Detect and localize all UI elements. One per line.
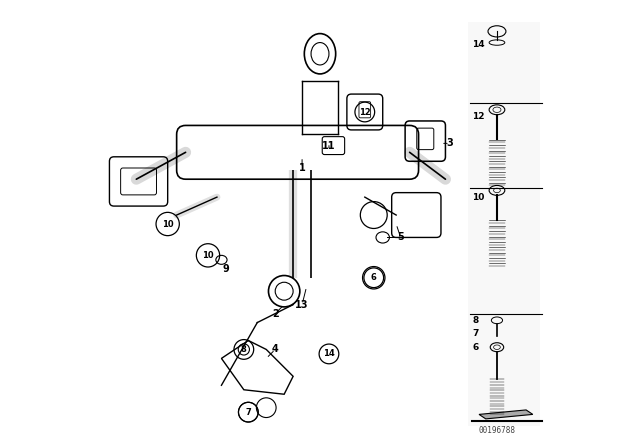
Text: 2: 2 <box>272 309 278 319</box>
FancyBboxPatch shape <box>468 22 540 426</box>
Text: 12: 12 <box>359 108 371 116</box>
Text: 10: 10 <box>162 220 173 228</box>
Text: 7: 7 <box>246 408 251 417</box>
Text: 5: 5 <box>397 233 404 242</box>
Text: 3: 3 <box>447 138 453 148</box>
Text: 6: 6 <box>472 343 479 352</box>
Text: 00196788: 00196788 <box>478 426 515 435</box>
Text: 12: 12 <box>472 112 485 121</box>
Text: 14: 14 <box>323 349 335 358</box>
Text: 10: 10 <box>472 193 484 202</box>
Text: 8: 8 <box>472 316 479 325</box>
Polygon shape <box>479 410 533 419</box>
Text: 11: 11 <box>322 141 336 151</box>
Text: 13: 13 <box>295 300 309 310</box>
Text: 8: 8 <box>241 345 246 354</box>
Text: 4: 4 <box>272 345 278 354</box>
Text: 9: 9 <box>223 264 229 274</box>
Text: 6: 6 <box>371 273 377 282</box>
Text: 7: 7 <box>472 329 479 338</box>
Text: 10: 10 <box>202 251 214 260</box>
Text: 1: 1 <box>299 163 305 173</box>
Text: 14: 14 <box>472 40 485 49</box>
